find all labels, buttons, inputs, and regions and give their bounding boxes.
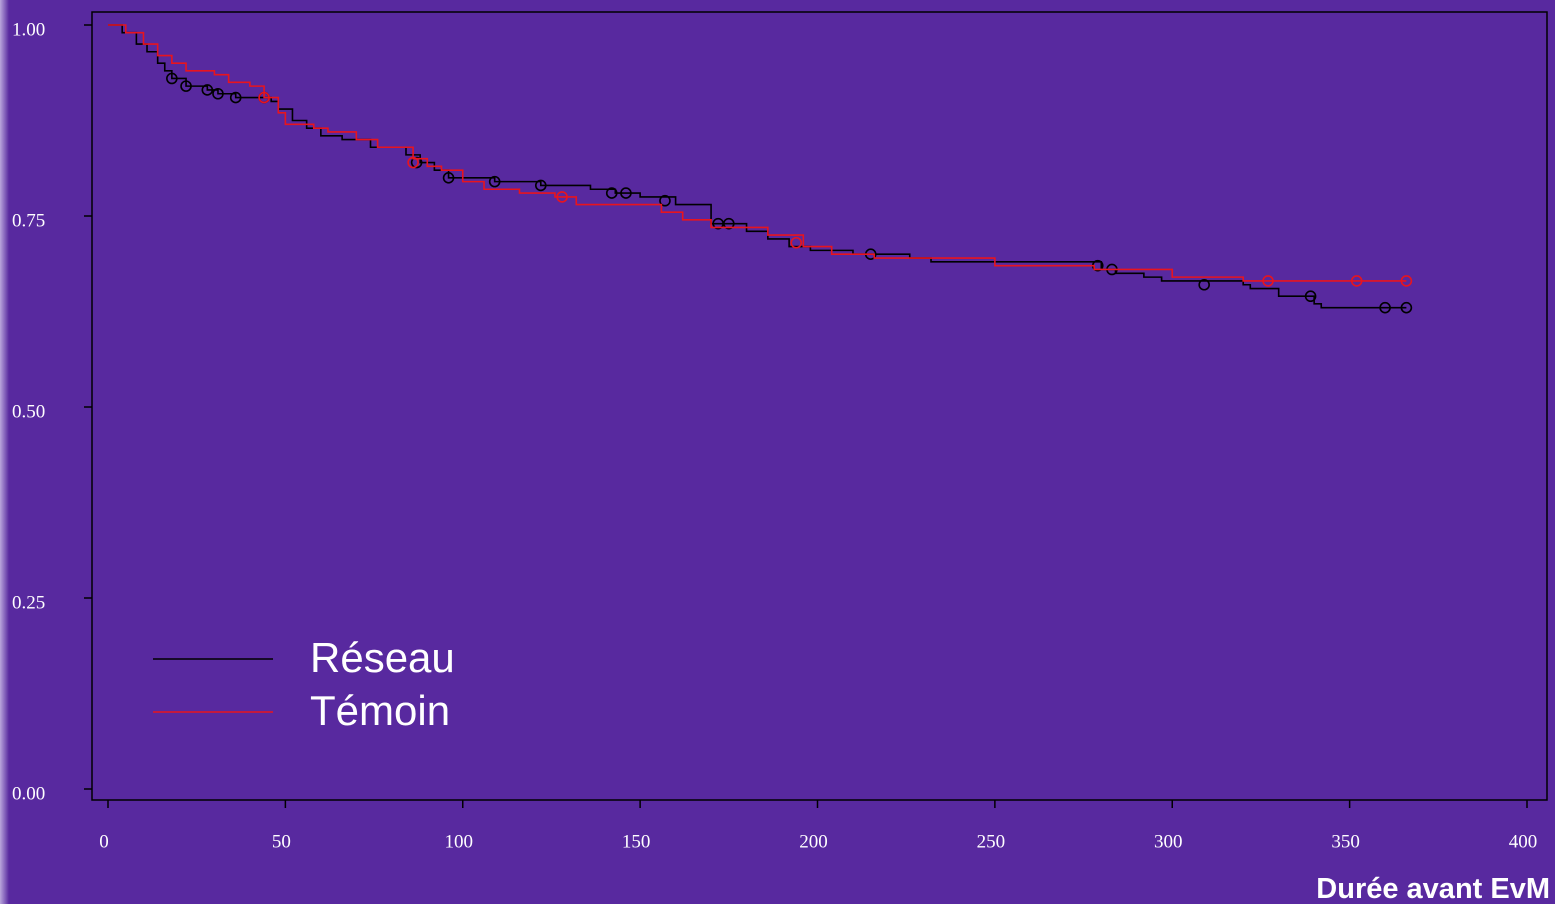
censor-mark — [723, 217, 735, 230]
censor-mark — [1350, 275, 1363, 287]
censor-mark — [229, 91, 242, 104]
y-tick-label: 1.00 — [12, 19, 45, 40]
censor-mark — [556, 191, 568, 203]
legend-label: Témoin — [310, 687, 450, 734]
y-tick-label: 0.25 — [12, 592, 45, 613]
y-tick-label: 0.75 — [12, 210, 45, 231]
legend-label: Réseau — [310, 634, 455, 681]
x-tick-label: 250 — [977, 831, 1006, 852]
censor-mark — [1400, 301, 1413, 314]
censor-mark — [605, 187, 618, 199]
censor-mark — [201, 84, 214, 96]
x-tick-label: 350 — [1331, 831, 1360, 852]
censor-mark — [659, 194, 671, 207]
censor-mark — [488, 175, 501, 188]
censor-mark — [620, 187, 632, 199]
x-tick-label: 400 — [1509, 831, 1538, 852]
x-tick-label: 300 — [1154, 831, 1183, 852]
censor-mark — [534, 179, 547, 192]
censor-mark — [1262, 275, 1274, 287]
censor-mark — [790, 236, 803, 249]
y-tick-label: 0.00 — [12, 783, 45, 804]
censor-mark — [1400, 275, 1413, 287]
edge-strip — [0, 0, 9, 904]
x-tick-label: 200 — [799, 831, 828, 852]
censor-mark — [258, 91, 270, 104]
x-tick-label: 100 — [445, 831, 474, 852]
censor-mark — [1379, 301, 1391, 314]
x-axis-label: Durée avant EvM — [1316, 873, 1550, 904]
censor-mark — [407, 156, 419, 169]
y-tick-label: 0.50 — [12, 401, 45, 422]
x-tick-label: 50 — [272, 831, 291, 852]
censor-mark — [442, 172, 455, 184]
x-tick-label: 0 — [99, 831, 109, 852]
censor-mark — [166, 72, 178, 85]
plot-frame — [91, 11, 1548, 801]
x-tick-label: 150 — [622, 831, 651, 852]
censor-mark — [410, 156, 423, 169]
survival-curve — [108, 24, 1407, 309]
survival-curve — [108, 24, 1407, 282]
censor-mark — [180, 80, 192, 92]
censor-mark — [1304, 290, 1317, 303]
censor-mark — [212, 87, 224, 100]
censor-mark — [1198, 278, 1210, 291]
